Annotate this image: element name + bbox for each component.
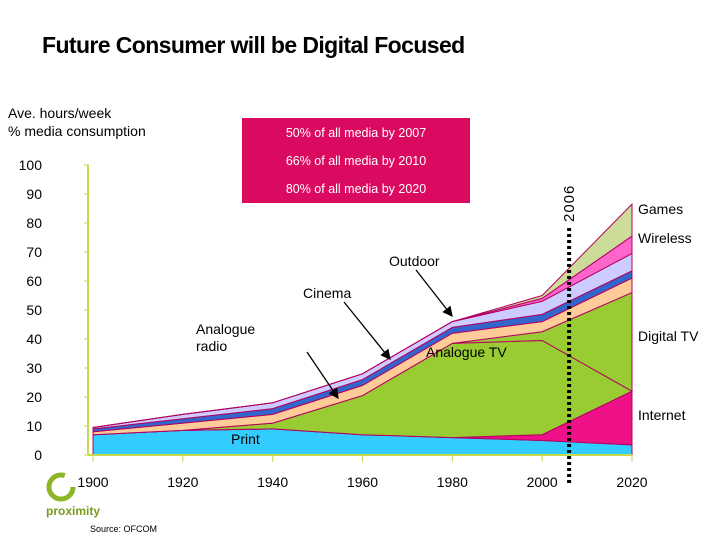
source-note: Source: OFCOM bbox=[90, 524, 158, 534]
callout-line-2007: 50% of all media by 2007 bbox=[285, 126, 427, 140]
y-tick-label: 90 bbox=[26, 186, 42, 202]
x-tick-label: 1900 bbox=[77, 474, 108, 490]
y-tick-label: 40 bbox=[26, 331, 42, 347]
year-2006-marker-label: 2006 bbox=[561, 185, 578, 222]
x-tick-label: 1940 bbox=[257, 474, 288, 490]
y-tick-label: 70 bbox=[26, 244, 42, 260]
area-series-group bbox=[92, 202, 634, 456]
annotation-group: Games Wireless Digital TV Internet Outdoor Ci… bbox=[196, 201, 699, 447]
y-axis-label-line-2: % media consumption bbox=[8, 123, 146, 139]
x-tick-label: 2000 bbox=[527, 474, 558, 490]
marker-group: 2006 bbox=[561, 185, 578, 486]
y-tick-label: 10 bbox=[26, 418, 42, 434]
x-tick-label: 1960 bbox=[347, 474, 378, 490]
proximity-logo-icon bbox=[46, 472, 76, 502]
y-tick-group: 0 10 20 30 40 50 60 70 80 90 100 bbox=[19, 157, 89, 463]
y-tick-label: 30 bbox=[26, 360, 42, 376]
label-analogue-tv: Analogue TV bbox=[426, 344, 507, 360]
label-games: Games bbox=[638, 201, 683, 217]
label-wireless: Wireless bbox=[638, 230, 692, 246]
y-tick-label: 80 bbox=[26, 215, 42, 231]
callout-line-2010: 66% of all media by 2010 bbox=[285, 154, 427, 168]
label-outdoor: Outdoor bbox=[389, 253, 440, 269]
callout-line-2020: 80% of all media by 2020 bbox=[285, 182, 427, 196]
label-digital-tv: Digital TV bbox=[638, 328, 699, 344]
label-internet: Internet bbox=[638, 407, 686, 423]
y-tick-label: 100 bbox=[19, 157, 43, 173]
y-tick-label: 0 bbox=[34, 447, 42, 463]
y-tick-label: 60 bbox=[26, 273, 42, 289]
label-cinema: Cinema bbox=[303, 285, 351, 301]
annotation-pointers bbox=[306, 269, 453, 400]
x-tick-label: 1980 bbox=[437, 474, 468, 490]
y-axis-label: Ave. hours/week % media consumption bbox=[8, 104, 146, 140]
chart-title: Future Consumer will be Digital Focused bbox=[42, 32, 465, 58]
brand-name: proximity bbox=[46, 504, 101, 518]
outdoor-pointer-arrow bbox=[415, 269, 453, 318]
area-games bbox=[92, 202, 633, 428]
cinema-pointer-arrow bbox=[343, 301, 391, 361]
x-tick-group: 1900 1920 1940 1960 1980 2000 2020 bbox=[77, 455, 648, 490]
analogue-radio-pointer-arrow bbox=[306, 351, 339, 400]
label-analogue-radio: Analogue radio bbox=[196, 321, 255, 354]
y-tick-label: 50 bbox=[26, 302, 42, 318]
y-axis-label-line-1: Ave. hours/week bbox=[8, 105, 112, 121]
x-tick-label: 1920 bbox=[167, 474, 198, 490]
y-tick-label: 20 bbox=[26, 389, 42, 405]
x-tick-label: 2020 bbox=[616, 474, 647, 490]
digital-share-callout: 50% of all media by 2007 66% of all medi… bbox=[242, 118, 470, 203]
label-print: Print bbox=[231, 431, 260, 447]
